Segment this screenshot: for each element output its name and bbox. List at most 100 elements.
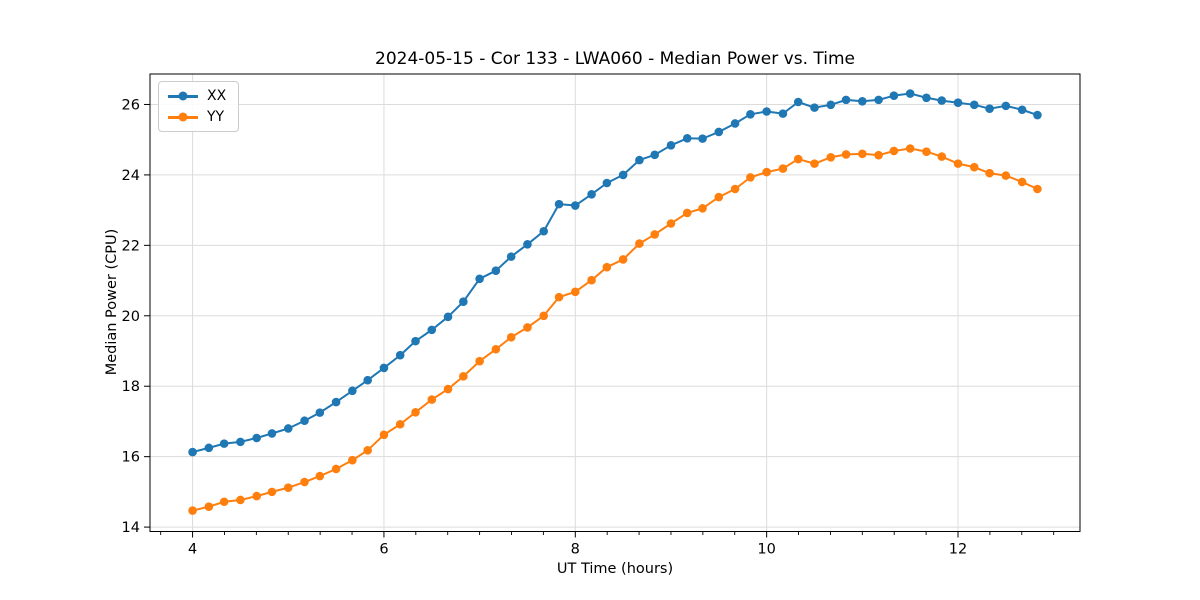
series-xx-marker [554, 199, 564, 209]
series-xx-marker [922, 93, 931, 103]
series-xx-marker [762, 107, 771, 116]
series-xx-marker [969, 100, 979, 110]
series-xx-marker [188, 447, 197, 457]
series-xx-marker [810, 103, 819, 112]
series-xx-marker [236, 437, 245, 447]
series-xx-marker [650, 150, 660, 160]
series-yy-marker [985, 168, 994, 178]
series-xx-marker [953, 98, 963, 108]
series-yy-marker [1033, 184, 1042, 194]
series-yy-marker [252, 491, 261, 501]
series-xx-marker [379, 363, 389, 373]
series-yy-marker [283, 483, 293, 492]
series-yy-marker [650, 230, 660, 239]
y-tick-label: 26 [122, 97, 140, 113]
series-xx-marker [730, 119, 740, 128]
series-yy-marker [204, 502, 214, 511]
series-yy-marker [682, 208, 692, 218]
series-xx-marker [841, 95, 851, 105]
y-tick-label: 14 [122, 520, 140, 536]
series-yy-marker [922, 147, 931, 156]
x-tick-label: 4 [188, 542, 197, 558]
legend-item-yy: YY [168, 110, 226, 124]
series-yy-marker [363, 446, 372, 455]
series-xx-marker [1017, 105, 1027, 115]
series-xx-marker [985, 104, 994, 113]
series-xx-marker [300, 416, 309, 426]
series-xx-marker [331, 397, 341, 407]
series-xx-marker [283, 424, 293, 433]
series-yy-marker [300, 477, 309, 487]
x-tick-label: 6 [379, 542, 388, 558]
series-xx-marker [348, 386, 357, 396]
series-xx-marker [539, 226, 549, 236]
series-xx-marker [506, 252, 516, 261]
legend-item-xx: XX [168, 89, 226, 103]
series-yy-marker [411, 407, 420, 417]
series-yy-marker [793, 154, 803, 164]
series-xx-marker [252, 433, 261, 443]
x-axis-label: UT Time (hours) [556, 561, 674, 577]
series-xx-marker [682, 133, 692, 143]
series-xx-marker [204, 443, 214, 453]
series-xx-marker [570, 201, 580, 210]
y-axis-label: Median Power (CPU) [104, 228, 120, 376]
series-yy-marker [315, 471, 325, 481]
y-tick-label: 24 [122, 168, 140, 184]
series-yy-marker [348, 455, 357, 465]
chart-title: 2024-05-15 - Cor 133 - LWA060 - Median P… [375, 49, 855, 69]
series-yy-marker [443, 384, 453, 394]
series-xx-marker [874, 95, 883, 105]
series-yy-marker [1001, 171, 1011, 180]
series-yy-marker [618, 255, 628, 264]
series-xx-marker [267, 429, 277, 438]
series-xx-marker [443, 312, 453, 322]
series-yy-marker [523, 323, 532, 332]
series-xx-marker [1001, 101, 1011, 111]
series-yy-marker [491, 344, 501, 354]
series-yy-marker [395, 419, 405, 429]
legend-circle-marker-icon [178, 91, 188, 101]
series-yy-marker [826, 152, 836, 162]
series-xx-marker [1033, 110, 1042, 120]
series-xx-marker [937, 96, 947, 105]
legend-label-yy: YY [207, 109, 225, 125]
series-xx-marker [219, 439, 229, 448]
series-yy-marker [236, 495, 245, 505]
y-tick-label: 18 [122, 379, 140, 395]
series-xx-marker [587, 189, 596, 199]
series-yy-marker [475, 356, 484, 366]
series-yy-marker [778, 164, 788, 173]
series-xx-marker [395, 350, 405, 360]
series-yy-marker [666, 219, 676, 228]
legend-circle-marker-icon [178, 112, 188, 122]
series-xx-marker [793, 97, 803, 107]
series-xx-marker [858, 96, 867, 106]
x-tick-label: 10 [757, 542, 775, 558]
series-xx-marker [363, 375, 372, 385]
series-yy-marker [810, 159, 819, 168]
series-yy-marker [698, 204, 707, 213]
series-xx-marker [666, 141, 676, 150]
series-xx-marker [698, 134, 707, 143]
series-xx-marker [427, 325, 437, 335]
series-yy-marker [506, 332, 516, 342]
series-yy-marker [746, 173, 755, 182]
series-yy-marker [267, 487, 277, 497]
series-yy-marker [219, 497, 229, 507]
series-xx-marker [714, 127, 724, 137]
y-tick-label: 20 [122, 309, 140, 325]
series-xx-marker [826, 100, 836, 110]
series-xx-marker [635, 155, 644, 165]
series-yy-marker [570, 287, 580, 297]
series-yy-marker [539, 311, 549, 321]
series-xx-marker [778, 109, 788, 118]
line-with-circle-marker-icon [168, 91, 198, 101]
series-xx-marker [523, 239, 532, 249]
series-yy-marker [427, 395, 437, 404]
line-with-circle-marker-icon [168, 112, 198, 122]
series-yy-marker [937, 152, 947, 161]
series-yy-marker [1017, 177, 1027, 187]
series-xx-marker [602, 178, 612, 188]
